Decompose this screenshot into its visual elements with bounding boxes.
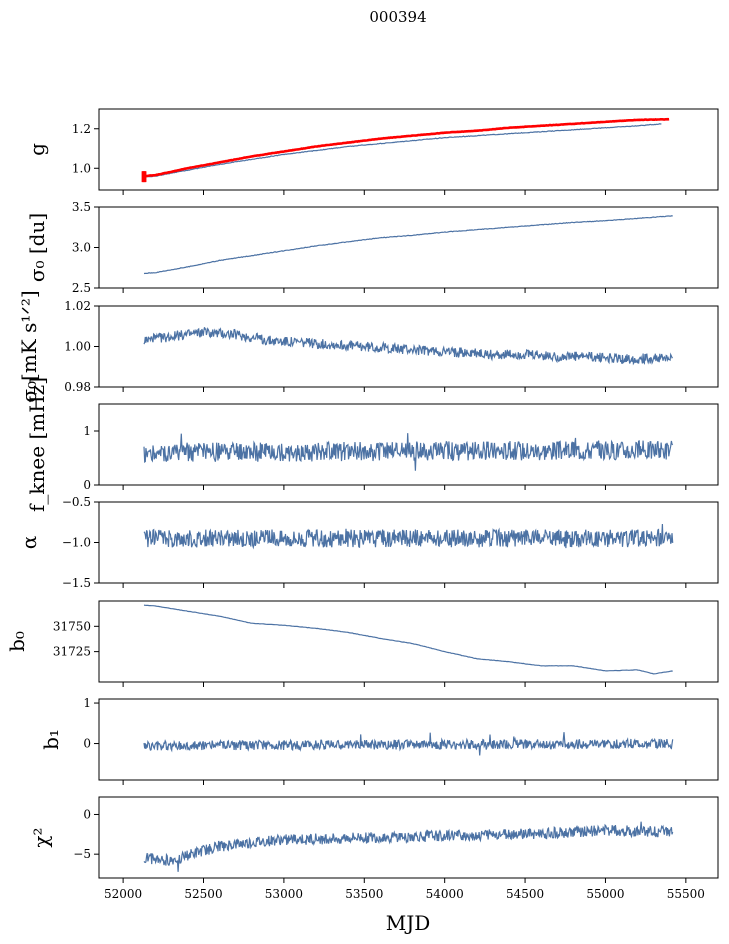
y-tick-label: 0 [83, 807, 91, 821]
x-tick-label: 55500 [667, 887, 705, 901]
y-axis-label: g [25, 143, 49, 156]
series-line [142, 123, 662, 178]
y-axis-label: f_knee [mHz] [25, 377, 49, 512]
panel-3: 0 1 f_knee [mHz] [25, 377, 719, 512]
y-axis-label: b₁ [39, 729, 63, 750]
panel-frame [98, 600, 719, 683]
panel-frame [98, 108, 719, 191]
y-tick-label: 0 [83, 737, 91, 751]
y-axis-label: α [17, 536, 41, 550]
x-tick-label: 52000 [104, 887, 142, 901]
series-line [143, 604, 673, 675]
y-tick-label: −1.5 [62, 576, 91, 590]
panel-4: −1.5 −1.0 −0.5 α [17, 495, 719, 590]
panel-5: 31725 31750 b₀ [5, 600, 719, 687]
panel-frame [98, 698, 719, 781]
panel-frame [98, 305, 719, 388]
panel-7: −5 0 52000 52500 53000 53500 54000 54500 55000 55… [29, 796, 719, 901]
y-tick-label: 1.2 [72, 122, 91, 136]
y-axis-label: σ₀ [du] [25, 213, 49, 282]
y-tick-label: −5 [73, 847, 91, 861]
panel-6: 0 1 b₁ [39, 696, 719, 785]
y-axis-label: b₀ [5, 631, 29, 652]
x-tick-label: 55000 [586, 887, 624, 901]
y-tick-label: 31750 [53, 619, 91, 633]
y-axis-label: σ₀[mK s¹ᐟ²] [17, 290, 41, 402]
x-axis-label: MJD [386, 911, 431, 935]
panel-0: 1.0 1.2 g [25, 108, 719, 195]
y-tick-label: 1 [83, 696, 91, 710]
x-tick-label: 53500 [345, 887, 383, 901]
series-line [143, 523, 674, 550]
y-tick-label: 3.5 [72, 200, 91, 214]
panel-1: 2.5 3.0 3.5 σ₀ [du] [25, 200, 719, 295]
y-tick-label: 0.98 [64, 380, 91, 394]
series-line [143, 215, 673, 275]
y-tick-label: 1.02 [64, 299, 91, 313]
y-tick-label: 2.5 [72, 281, 91, 295]
series-line [143, 732, 674, 756]
series-line [143, 433, 674, 471]
y-tick-label: −1.0 [62, 536, 91, 550]
x-tick-label: 54000 [426, 887, 464, 901]
x-tick-label: 53000 [265, 887, 303, 901]
figure-title: 000394 [369, 8, 426, 26]
y-axis-label: χ² [29, 827, 53, 847]
y-tick-label: 1.00 [64, 340, 91, 354]
y-tick-label: 1.0 [72, 161, 91, 175]
y-tick-label: 0 [83, 478, 91, 492]
y-tick-label: 3.0 [72, 241, 91, 255]
series-line [143, 327, 673, 366]
y-tick-label: −0.5 [62, 495, 91, 509]
panel-2: 0.98 1.00 1.02 σ₀[mK s¹ᐟ²] [17, 290, 719, 403]
y-tick-label: 31725 [53, 645, 91, 659]
panel-frame [98, 403, 719, 486]
series-line-overlay [142, 117, 670, 178]
panel-frame [98, 796, 719, 879]
series-line [143, 821, 674, 872]
x-tick-label: 54500 [506, 887, 544, 901]
x-tick-label: 52500 [184, 887, 222, 901]
panels: 1.0 1.2 g 2.5 3.0 3.5 σ₀ [du] 0.98 1.00 1.02 σ₀[mK… [5, 108, 719, 901]
y-tick-label: 1 [83, 424, 91, 438]
